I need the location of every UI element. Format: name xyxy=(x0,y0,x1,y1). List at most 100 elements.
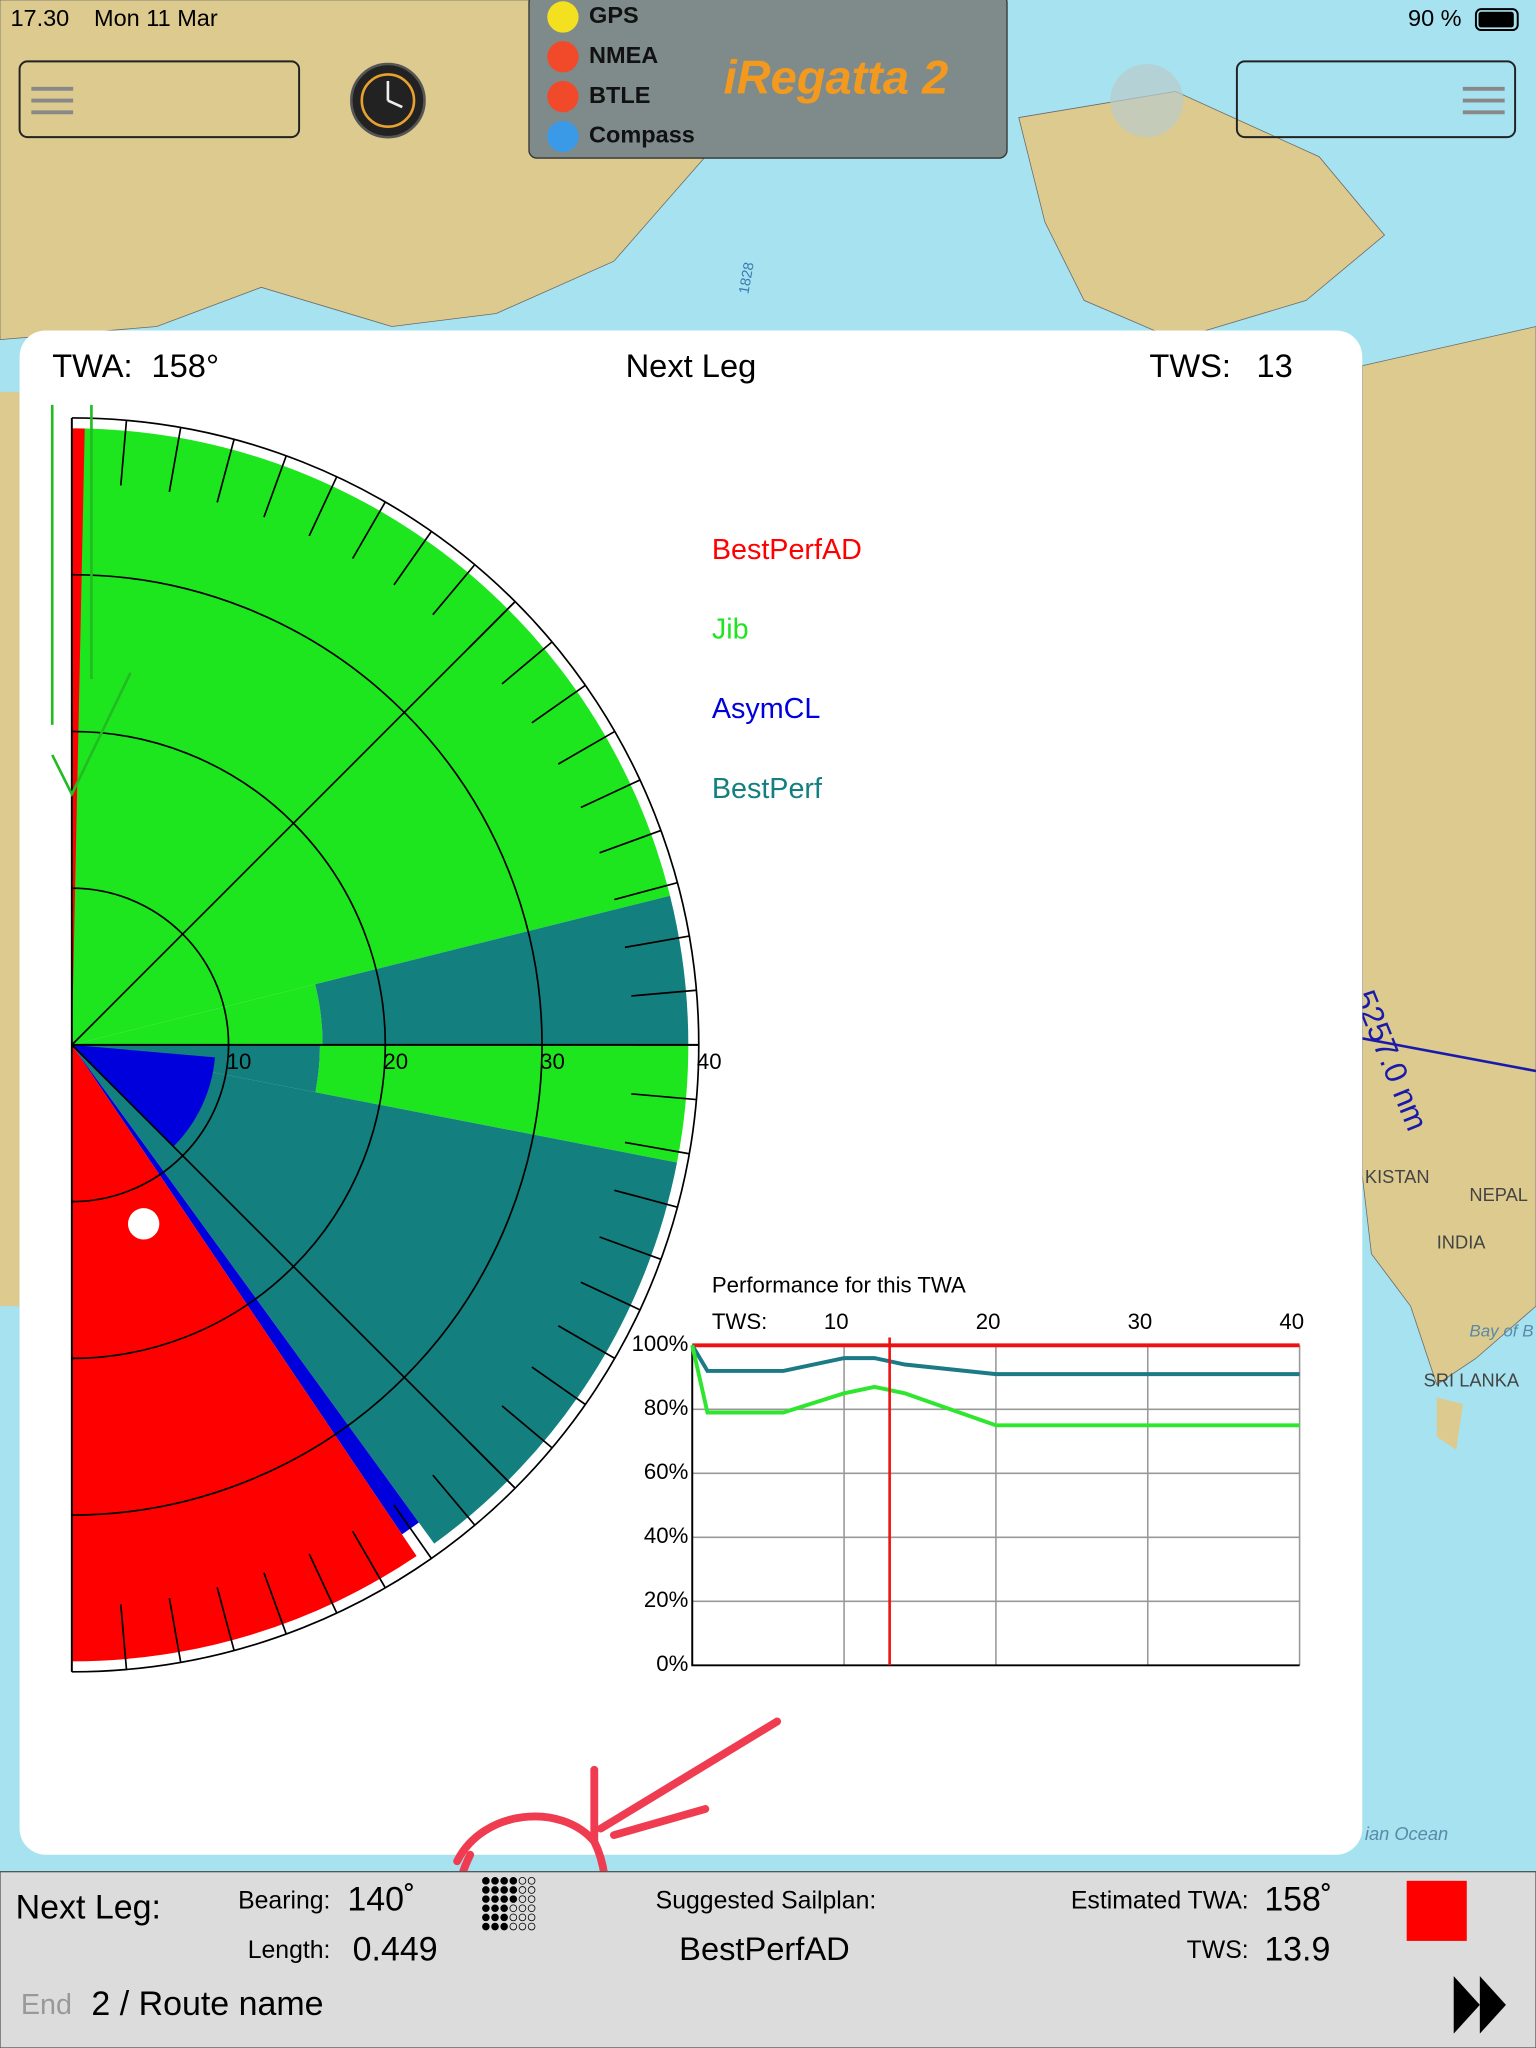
dot xyxy=(500,1895,508,1903)
x-tick-label: 10 xyxy=(824,1309,849,1334)
spoke-tick xyxy=(531,1366,586,1406)
status-date: Mon 11 Mar xyxy=(94,5,218,31)
spoke-tick xyxy=(631,1093,697,1101)
spoke-tick xyxy=(631,989,697,997)
tws-label: TWS: xyxy=(1149,347,1231,384)
spoke-tick xyxy=(624,1141,690,1155)
bearing-label: Bearing: xyxy=(238,1887,330,1914)
boat-position xyxy=(128,1208,160,1240)
y-tick-label: 100% xyxy=(632,1331,689,1356)
ring-label: 10 xyxy=(227,1049,252,1074)
route-name[interactable]: 2 / Route name xyxy=(91,1985,323,2023)
sailplan-label: Suggested Sailplan: xyxy=(656,1887,877,1914)
twa-label: TWA: xyxy=(52,347,132,384)
right-menu-box[interactable] xyxy=(1235,60,1517,139)
indicator-lamp xyxy=(547,80,579,113)
spoke-tick xyxy=(557,1324,616,1360)
dot xyxy=(482,1877,490,1885)
spoke xyxy=(71,1044,516,1489)
map-label: SRI LANKA xyxy=(1424,1370,1520,1391)
indicator-label: Compass xyxy=(589,122,695,148)
est-twa-value: 158˚ xyxy=(1264,1881,1332,1919)
length-label: Length: xyxy=(248,1937,331,1964)
wind-indicator xyxy=(50,404,132,798)
est-twa-label: Estimated TWA: xyxy=(1071,1887,1249,1914)
twa-value: 158° xyxy=(152,347,220,384)
dot xyxy=(527,1913,536,1922)
dot xyxy=(518,1904,527,1913)
ring-label: 30 xyxy=(540,1049,565,1074)
app-title: iRegatta 2 xyxy=(724,50,949,103)
series-line xyxy=(690,1344,1300,1428)
sail-region xyxy=(71,984,323,1045)
indicator-lamp xyxy=(547,120,579,153)
menu-icon[interactable] xyxy=(31,86,74,115)
bearing-value: 140˚ xyxy=(347,1881,415,1919)
spoke-tick xyxy=(216,1587,235,1651)
globe-button[interactable] xyxy=(1110,64,1184,138)
dot xyxy=(491,1886,499,1894)
spoke-tick xyxy=(119,420,128,486)
spoke-tick xyxy=(119,1604,128,1670)
ring-label: 40 xyxy=(697,1049,722,1074)
y-tick-label: 80% xyxy=(644,1395,688,1420)
tws-label: TWS: xyxy=(1187,1937,1249,1964)
land xyxy=(1018,91,1386,341)
legend-entry: Jib xyxy=(712,613,749,645)
dot xyxy=(509,1913,518,1922)
grid-icon[interactable] xyxy=(482,1877,536,1931)
spoke-tick xyxy=(599,829,662,854)
y-tick-label: 40% xyxy=(644,1523,688,1548)
dot xyxy=(482,1895,490,1903)
menu-icon[interactable] xyxy=(1462,86,1505,115)
sail-region xyxy=(315,895,689,1045)
spoke-tick xyxy=(599,1236,662,1261)
dot xyxy=(500,1877,508,1885)
sail-color xyxy=(1406,1880,1467,1941)
map-label: NEPAL xyxy=(1469,1184,1528,1205)
spoke-tick xyxy=(624,935,690,949)
legend-entry: BestPerfAD xyxy=(712,534,862,566)
panel-title: Next Leg xyxy=(626,347,757,384)
indicator-lamp xyxy=(547,1,579,33)
sail-region xyxy=(71,1044,215,1147)
end-button[interactable]: End xyxy=(21,1989,72,2021)
y-tick-label: 0% xyxy=(656,1651,688,1676)
left-menu-box[interactable] xyxy=(18,60,301,139)
spoke-tick xyxy=(614,881,678,901)
dot xyxy=(527,1922,536,1931)
x-axis-label: TWS: xyxy=(712,1309,767,1334)
spoke-tick xyxy=(263,1572,288,1635)
dot xyxy=(491,1904,499,1913)
dot xyxy=(491,1877,499,1885)
dot xyxy=(491,1913,499,1922)
dot xyxy=(482,1886,490,1894)
ring-label: 20 xyxy=(383,1049,408,1074)
spoke-tick xyxy=(263,455,288,518)
tws-value: 13.9 xyxy=(1264,1930,1330,1968)
spoke-tick xyxy=(308,1553,338,1614)
x-tick-label: 20 xyxy=(976,1309,1001,1334)
indicators: GPS NMEA BTLE Compass xyxy=(547,1,695,153)
spoke-tick xyxy=(531,684,586,724)
dot xyxy=(491,1895,499,1903)
dot xyxy=(509,1886,518,1894)
dot xyxy=(518,1913,527,1922)
dot xyxy=(509,1922,518,1931)
sailplan-value: BestPerfAD xyxy=(679,1930,850,1967)
map-label: KISTAN xyxy=(1365,1166,1430,1187)
dot xyxy=(509,1904,518,1913)
dot xyxy=(509,1895,518,1903)
legend-entry: BestPerf xyxy=(712,773,823,805)
spoke-tick xyxy=(501,1405,553,1449)
battery-level xyxy=(1478,11,1514,28)
land xyxy=(1361,326,1536,1386)
length-value: 0.449 xyxy=(353,1930,438,1968)
dot xyxy=(500,1886,508,1894)
spoke-tick xyxy=(501,641,553,685)
spoke-tick xyxy=(168,1597,182,1663)
spoke-tick xyxy=(580,779,641,809)
map-label: ian Ocean xyxy=(1365,1823,1448,1844)
dot xyxy=(518,1895,527,1903)
